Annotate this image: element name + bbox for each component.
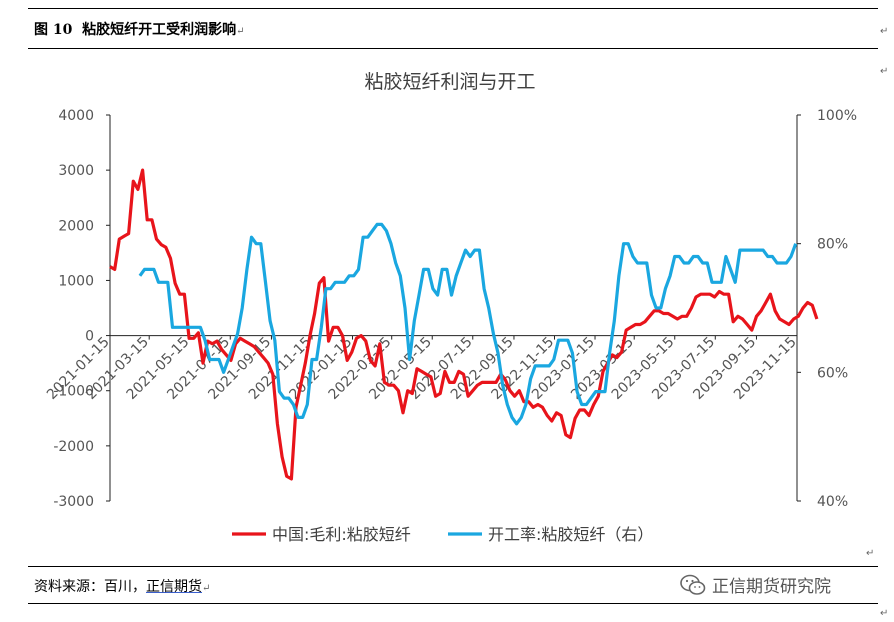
paragraph-mark-right-2: ↵ xyxy=(880,66,889,77)
bottom-rule xyxy=(28,603,878,604)
source-note: 资料来源：百川，正信期货↵ xyxy=(34,576,210,596)
legend-label-1: 中国:毛利:粘胶短纤 xyxy=(272,525,411,544)
paragraph-mark: ↵ xyxy=(236,26,245,37)
left-axis-tick-label: -2000 xyxy=(53,439,94,455)
left-axis-tick-label: -3000 xyxy=(53,494,94,510)
left-axis-tick-label: 1000 xyxy=(58,273,94,289)
left-axis-tick-label: 4000 xyxy=(58,108,94,124)
right-axis-tick-label: 100% xyxy=(817,108,857,124)
paragraph-mark-bottom: ↵ xyxy=(880,608,889,619)
source-label: 资料来源： xyxy=(34,579,104,595)
left-axis-tick-label: 2000 xyxy=(58,218,94,234)
left-axis-tick-label: 0 xyxy=(85,329,94,345)
chart: 粘胶短纤利润与开工 -3000 -2000 -1000 0 1000 2000 3000 40… xyxy=(44,71,857,544)
left-axis-tick-label: -1000 xyxy=(53,384,94,400)
series-line-1 xyxy=(109,168,819,481)
chart-title: 粘胶短纤利润与开工 xyxy=(364,71,535,93)
left-axis-tick-label: 3000 xyxy=(58,163,94,179)
source-value: 百川， xyxy=(104,579,146,595)
top-rule xyxy=(28,8,878,9)
figure-title: 粘胶短纤开工受利润影响 xyxy=(82,22,237,38)
figure-number: 图 10 xyxy=(34,22,73,38)
right-axis-tick-label: 60% xyxy=(817,365,848,381)
right-axis-tick-label: 80% xyxy=(817,237,848,253)
figure-caption: 图 10 粘胶短纤开工受利润影响↵ xyxy=(34,19,245,39)
right-axis-tick-label: 40% xyxy=(817,494,848,510)
watermark-text: 正信期货研究院 xyxy=(712,577,831,597)
paragraph-mark-right-3: ↵ xyxy=(866,548,875,559)
wechat-icon xyxy=(680,574,706,595)
series-line-2 xyxy=(138,222,798,426)
paragraph-mark-right-1: ↵ xyxy=(880,26,889,37)
paragraph-mark-source: ↵ xyxy=(202,583,211,594)
watermark: 正信期货研究院 xyxy=(680,572,831,597)
source-rule xyxy=(28,566,878,567)
legend-label-2: 开工率:粘胶短纤（右） xyxy=(488,525,653,544)
source-org: 正信期货 xyxy=(146,579,202,595)
caption-rule xyxy=(28,48,878,49)
